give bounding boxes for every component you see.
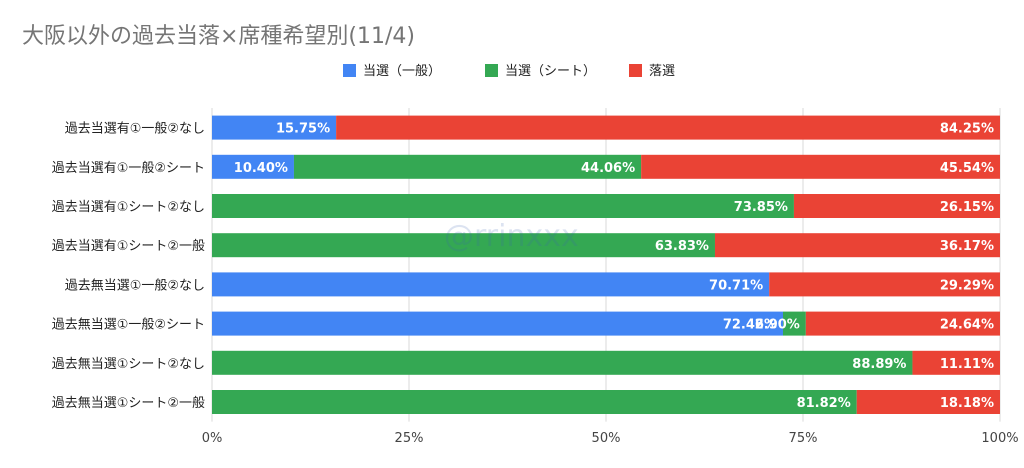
bar-segment <box>782 311 806 336</box>
chart-title: 大阪以外の過去当落×席種希望別(11/4) <box>22 24 415 49</box>
data-label: 81.82% <box>797 396 851 411</box>
legend-swatch <box>629 64 642 77</box>
x-axis-ticks: 0% 25% 50% 75% 100% <box>202 431 1019 446</box>
data-label: 44.06% <box>581 161 635 176</box>
bar-segment <box>805 311 1000 336</box>
data-label: 11.11% <box>940 357 994 372</box>
data-label: 70.71% <box>709 278 763 293</box>
category-label: 過去当選有①一般②シート <box>52 160 205 176</box>
bar-segment <box>212 311 783 336</box>
data-label: 45.54% <box>940 161 994 176</box>
data-label: 88.89% <box>852 357 906 372</box>
category-label: 過去無当選①一般②なし <box>65 277 205 293</box>
bar-segment <box>212 154 294 179</box>
bar-segment <box>212 272 770 297</box>
data-label: 73.85% <box>734 200 788 215</box>
category-label: 過去無当選①一般②シート <box>52 317 205 333</box>
x-tick-label: 75% <box>789 431 818 446</box>
category-label: 過去無当選①シート②一般 <box>52 395 205 411</box>
data-label: 24.64% <box>940 318 994 333</box>
data-label: 15.75% <box>276 122 330 137</box>
bar-segment <box>212 115 337 140</box>
data-label: 29.29% <box>940 278 994 293</box>
bar-segment <box>336 115 1000 140</box>
category-label: 過去当選有①シート②一般 <box>52 238 205 254</box>
data-label: 63.83% <box>655 239 709 254</box>
x-tick-label: 25% <box>395 431 424 446</box>
bar-segment <box>212 194 794 218</box>
data-label: 10.40% <box>234 161 288 176</box>
data-label: 18.18% <box>940 396 994 411</box>
bar-segment <box>293 154 642 179</box>
bar-segment <box>769 272 1000 297</box>
legend-label: 当選（一般） <box>363 63 441 79</box>
category-label: 過去当選有①シート②なし <box>52 200 205 215</box>
legend-swatch <box>485 64 498 77</box>
watermark: @rrinxxx <box>444 219 579 254</box>
x-tick-label: 50% <box>592 431 621 446</box>
bar-segment <box>641 154 1000 179</box>
bar-segment <box>793 194 1000 218</box>
legend-label: 当選（シート） <box>505 64 596 79</box>
bar-segment <box>212 233 715 258</box>
bar-segment <box>714 233 1000 258</box>
bars: 15.75%0.00%84.25%10.40%44.06%45.54%0.00%… <box>212 115 1000 414</box>
category-labels: 過去当選有①一般②なし過去当選有①一般②シート過去当選有①シート②なし過去当選有… <box>52 121 205 411</box>
legend-label: 落選 <box>649 64 675 79</box>
legend-swatch <box>343 64 356 77</box>
legend: 当選（一般） 当選（シート） 落選 <box>343 63 675 79</box>
data-label: 72.46% <box>723 318 777 333</box>
category-label: 過去無当選①シート②なし <box>52 357 205 372</box>
x-tick-label: 0% <box>202 431 223 446</box>
category-label: 過去当選有①一般②なし <box>65 121 205 137</box>
x-tick-label: 100% <box>981 431 1018 446</box>
bar-segment <box>212 350 913 375</box>
bar-segment <box>912 350 1000 375</box>
data-label: 2.90% <box>755 318 800 333</box>
data-label: 36.17% <box>940 239 994 254</box>
data-label: 84.25% <box>940 122 994 137</box>
bar-segment <box>856 390 1000 414</box>
data-label: 26.15% <box>940 200 994 215</box>
bar-segment <box>212 390 857 414</box>
